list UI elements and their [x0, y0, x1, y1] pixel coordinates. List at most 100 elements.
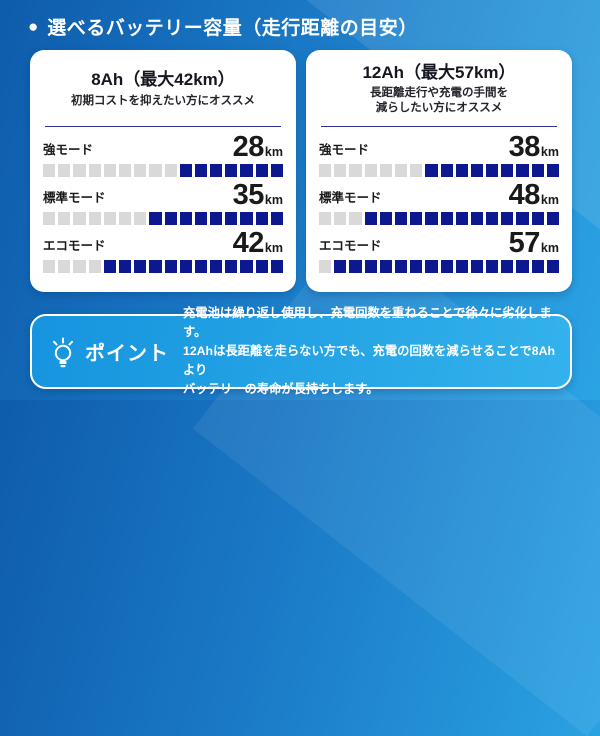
bar-segment-empty	[410, 164, 423, 177]
bar-segment-empty	[364, 164, 377, 177]
distance-bar	[43, 212, 283, 225]
bar-segment-filled	[516, 164, 529, 177]
bar-segment-empty	[164, 164, 177, 177]
card-title: 12Ah（最大57km）	[362, 62, 516, 82]
bar-segment-filled	[379, 212, 392, 225]
distance-value: 35 km	[233, 181, 283, 210]
bar-segment-filled	[455, 260, 468, 273]
bar-segment-filled	[440, 164, 453, 177]
bar-segment-filled	[470, 212, 484, 225]
card-subtitle: 長距離走行や充電の手間を 減らしたい方にオススメ	[370, 87, 508, 115]
point-callout: ポイント 充電池は繰り返し使用し、充電回数を重ねることで徐々に劣化します。 12…	[30, 306, 572, 396]
bar-segment-empty	[319, 212, 332, 225]
bar-segment-filled	[240, 212, 253, 225]
distance-unit: km	[264, 241, 283, 255]
bar-segment-filled	[225, 164, 238, 177]
bar-segment-empty	[103, 212, 116, 225]
bar-segment-filled	[179, 164, 192, 177]
mode-label: 標準モード	[43, 191, 106, 205]
card-8ah-head: 8Ah（最大42km） 初期コストを抑えたい方にオススメ	[43, 58, 283, 120]
bar-segment-empty	[379, 164, 392, 177]
bar-segment-filled	[255, 164, 268, 177]
bar-segment-filled	[501, 164, 514, 177]
card-divider	[321, 126, 557, 127]
bar-segment-filled	[470, 260, 484, 273]
bar-segment-empty	[58, 212, 71, 225]
distance-unit: km	[540, 193, 559, 207]
distance-value: 42 km	[233, 229, 283, 258]
mode-label: 強モード	[319, 143, 370, 157]
distance-value: 57 km	[509, 229, 559, 258]
distance-number: 35	[232, 179, 265, 211]
bar-segment-filled	[410, 212, 423, 225]
bar-segment-empty	[58, 260, 71, 273]
bar-segment-empty	[88, 260, 101, 273]
bar-segment-filled	[486, 260, 499, 273]
distance-unit: km	[264, 193, 283, 207]
bar-segment-filled	[179, 260, 192, 273]
distance-bar	[319, 212, 559, 225]
bar-segment-filled	[394, 212, 408, 225]
bar-segment-filled	[255, 260, 268, 273]
bar-segment-empty	[58, 164, 71, 177]
bar-segment-filled	[546, 212, 559, 225]
bar-segment-filled	[240, 260, 253, 273]
bar-segment-empty	[118, 212, 132, 225]
distance-unit: km	[540, 145, 559, 159]
bar-segment-filled	[394, 260, 408, 273]
page-header: ● 選べるバッテリー容量（走行距離の目安）	[28, 13, 418, 40]
distance-value: 48 km	[509, 181, 559, 210]
bar-segment-filled	[270, 164, 283, 177]
mode-label: 標準モード	[319, 191, 382, 205]
distance-number: 42	[232, 227, 265, 259]
bar-segment-filled	[425, 164, 438, 177]
mode-label: 強モード	[43, 143, 94, 157]
bar-segment-filled	[379, 260, 392, 273]
bar-segment-filled	[103, 260, 116, 273]
bar-segment-empty	[43, 164, 56, 177]
mode-row-eco: エコモード 57 km	[319, 229, 559, 273]
bar-segment-empty	[73, 164, 86, 177]
bar-segment-empty	[319, 260, 332, 273]
bar-segment-filled	[255, 212, 268, 225]
bar-segment-filled	[516, 212, 529, 225]
bar-segment-filled	[531, 260, 544, 273]
card-8ah: 8Ah（最大42km） 初期コストを抑えたい方にオススメ 強モード 28 km 標…	[30, 50, 296, 292]
point-text: 充電池は繰り返し使用し、充電回数を重ねることで徐々に劣化します。 12Ahは長距…	[183, 305, 556, 397]
infographic-canvas: { "header": { "bullet": "●", "title": "選…	[0, 0, 600, 400]
point-label-group: ポイント	[48, 335, 169, 369]
bar-segment-filled	[425, 260, 438, 273]
bar-segment-filled	[486, 212, 499, 225]
bar-segment-empty	[88, 164, 101, 177]
background-swoosh-bottom-right	[192, 223, 600, 736]
bar-segment-empty	[134, 164, 147, 177]
bar-segment-filled	[455, 212, 468, 225]
bar-segment-filled	[440, 260, 453, 273]
distance-unit: km	[540, 241, 559, 255]
bar-segment-filled	[501, 212, 514, 225]
bar-segment-filled	[149, 260, 162, 273]
bar-segment-filled	[364, 260, 377, 273]
distance-bar	[319, 164, 559, 177]
bar-segment-filled	[531, 164, 544, 177]
bar-segment-filled	[118, 260, 132, 273]
bar-segment-filled	[410, 260, 423, 273]
bar-segment-empty	[118, 164, 132, 177]
bar-segment-filled	[455, 164, 468, 177]
header-bullet-icon: ●	[28, 17, 39, 36]
mode-row-strong: 強モード 28 km	[43, 133, 283, 177]
distance-number: 57	[508, 227, 541, 259]
bar-segment-empty	[43, 212, 56, 225]
lightbulb-icon	[53, 337, 73, 367]
bar-segment-empty	[349, 212, 362, 225]
bar-segment-filled	[149, 212, 162, 225]
bar-segment-filled	[516, 260, 529, 273]
bar-segment-filled	[194, 164, 208, 177]
bar-segment-empty	[43, 260, 56, 273]
bar-segment-empty	[334, 212, 347, 225]
bar-segment-filled	[164, 260, 177, 273]
bar-segment-filled	[531, 212, 544, 225]
page-title: 選べるバッテリー容量（走行距離の目安）	[47, 18, 418, 39]
bar-segment-empty	[349, 164, 362, 177]
bar-segment-filled	[349, 260, 362, 273]
